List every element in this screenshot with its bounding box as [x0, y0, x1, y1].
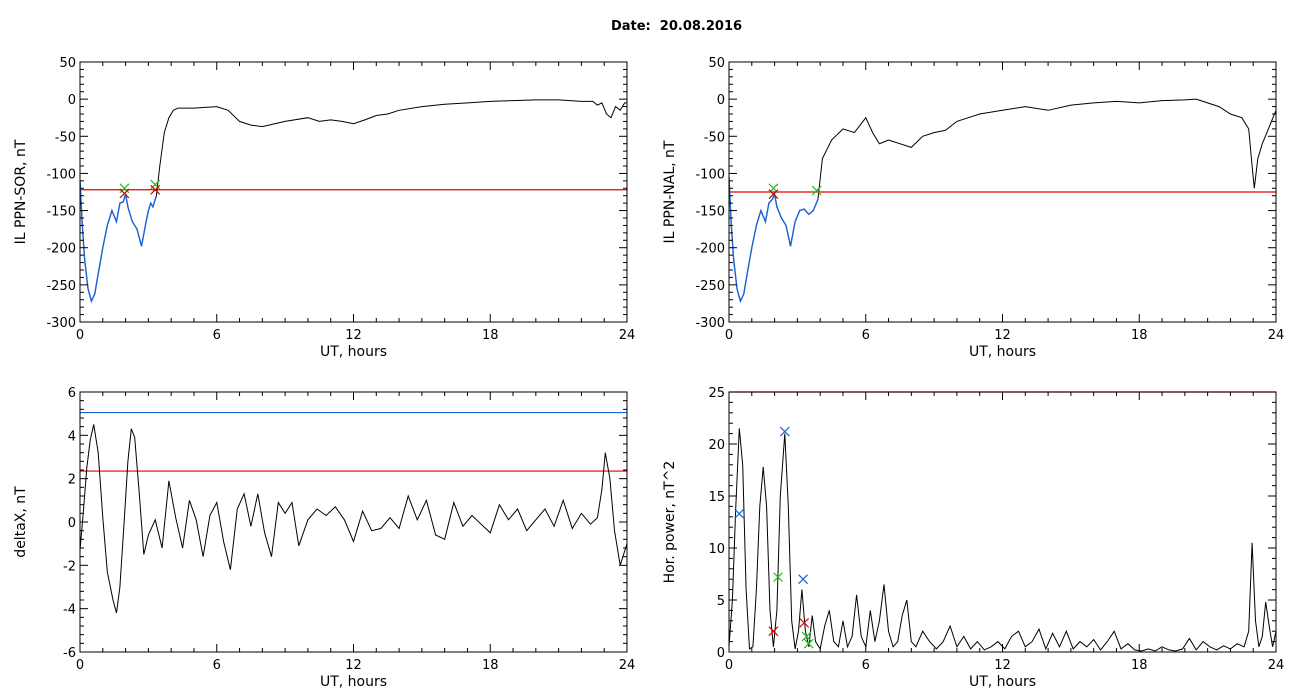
x-tick-label: 6: [862, 658, 870, 673]
marker-hpower-3: [779, 426, 790, 437]
y-tick-label: 0: [68, 516, 76, 531]
x-tick-label: 18: [482, 328, 499, 343]
highlight-segment-nal: [729, 177, 819, 304]
highlight-segment-sor: [80, 180, 158, 304]
plot-frame-deltax: [79, 391, 628, 653]
x-axis-label: UT, hours: [320, 344, 387, 360]
y-axis-label: Hor. power, nT^2: [662, 461, 678, 584]
marker-hpower-0: [734, 508, 745, 519]
marker-hpower-4: [798, 574, 808, 585]
x-tick-label: 6: [213, 658, 221, 673]
y-tick-label: 15: [708, 490, 725, 505]
y-tick-label: -300: [46, 316, 76, 331]
x-axis-label: UT, hours: [969, 344, 1036, 360]
y-tick-label: 10: [708, 542, 725, 557]
marker-hpower-5: [799, 617, 810, 628]
x-tick-label: 24: [1268, 658, 1285, 673]
y-tick-label: -50: [55, 130, 76, 145]
plot-frame-sor: [79, 61, 628, 323]
marker-hpower-7: [803, 638, 814, 649]
x-axis-label: UT, hours: [320, 674, 387, 690]
x-tick-label: 24: [619, 658, 636, 673]
y-tick-label: 20: [708, 438, 725, 453]
y-tick-label: -250: [695, 279, 725, 294]
y-axis-label: IL PPN-SOR, nT: [13, 139, 29, 244]
y-tick-label: 0: [68, 93, 76, 108]
series-line-deltax: [80, 424, 627, 614]
x-tick-label: 12: [994, 658, 1011, 673]
marker-nal-1: [768, 189, 779, 200]
x-tick-label: 6: [213, 328, 221, 343]
marker-sor-1: [119, 188, 130, 199]
marker-hpower-2: [773, 572, 783, 583]
y-tick-label: -2: [63, 559, 76, 574]
y-tick-label: -300: [695, 316, 725, 331]
y-tick-label: -200: [695, 242, 725, 257]
y-axis-label: IL PPN-NAL, nT: [662, 140, 678, 243]
y-tick-label: 2: [68, 473, 76, 488]
marker-sor-2: [150, 179, 161, 190]
y-tick-label: 4: [68, 429, 76, 444]
marker-nal-2: [811, 185, 822, 196]
y-tick-label: -6: [63, 646, 76, 661]
x-tick-label: 12: [345, 328, 362, 343]
y-tick-label: 0: [717, 646, 725, 661]
marker-hpower-6: [801, 631, 812, 642]
x-tick-label: 24: [1268, 328, 1285, 343]
x-tick-label: 0: [76, 328, 84, 343]
y-tick-label: -100: [46, 167, 76, 182]
y-tick-label: 5: [717, 594, 725, 609]
x-axis-label: UT, hours: [969, 674, 1036, 690]
series-line-sor: [80, 99, 627, 303]
x-tick-label: 24: [619, 328, 636, 343]
marker-sor-0: [119, 183, 130, 194]
marker-hpower-1: [768, 626, 779, 637]
y-tick-label: -150: [46, 205, 76, 220]
y-tick-label: -50: [704, 130, 725, 145]
x-tick-label: 6: [862, 328, 870, 343]
x-tick-label: 12: [345, 658, 362, 673]
series-line-nal: [729, 98, 1276, 303]
y-tick-label: 50: [59, 56, 76, 71]
x-tick-label: 0: [725, 328, 733, 343]
y-tick-label: 6: [68, 386, 76, 401]
chart-panel-nal: 0 6 12 18 24 -300 -250 -200 -150 -100 -50 0 50 UT, ho…: [662, 56, 1284, 360]
x-tick-label: 0: [76, 658, 84, 673]
y-tick-label: 0: [717, 93, 725, 108]
plot-frame-hpower: [728, 391, 1277, 653]
chart-panel-sor: 0 6 12 18 24 -300 -250 -200 -150 -100 -50 0 50 UT, ho…: [13, 56, 635, 360]
x-tick-label: 0: [725, 658, 733, 673]
chart-panel-hpower: 0 6 12 18 24 0 5 10 15 20 25 UT, hours Hor. power, n…: [662, 386, 1284, 690]
x-tick-label: 18: [482, 658, 499, 673]
series-line-hpower: [729, 428, 1276, 652]
y-tick-label: -250: [46, 279, 76, 294]
marker-sor-3: [150, 184, 161, 195]
y-tick-label: 25: [708, 386, 725, 401]
x-tick-label: 12: [994, 328, 1011, 343]
x-tick-label: 18: [1131, 328, 1148, 343]
y-tick-label: -4: [63, 603, 76, 618]
page-title: Date: 20.08.2016: [610, 19, 743, 34]
y-tick-label: 50: [708, 56, 725, 71]
y-tick-label: -200: [46, 242, 76, 257]
y-tick-label: -150: [695, 205, 725, 220]
x-tick-label: 18: [1131, 658, 1148, 673]
y-axis-label: deltaX, nT: [13, 486, 29, 558]
y-tick-label: -100: [695, 167, 725, 182]
